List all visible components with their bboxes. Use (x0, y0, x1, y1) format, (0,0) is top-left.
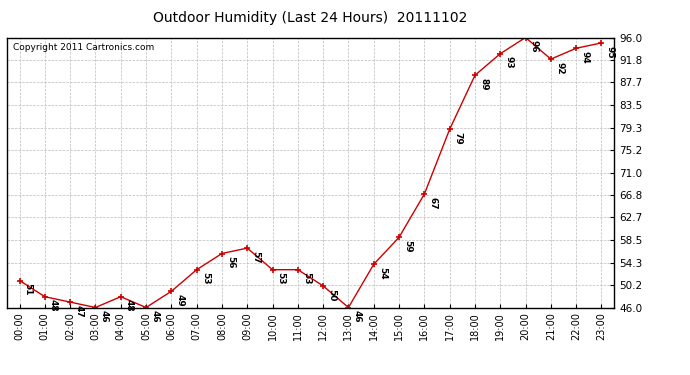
Text: 56: 56 (226, 256, 235, 269)
Text: 92: 92 (555, 62, 564, 75)
Text: 57: 57 (251, 251, 260, 264)
Text: 53: 53 (277, 273, 286, 285)
Text: 93: 93 (504, 57, 513, 69)
Text: 46: 46 (353, 310, 362, 323)
Text: 46: 46 (150, 310, 159, 323)
Text: 59: 59 (403, 240, 412, 253)
Text: 96: 96 (530, 40, 539, 53)
Text: 46: 46 (99, 310, 108, 323)
Text: 47: 47 (75, 305, 83, 318)
Text: Outdoor Humidity (Last 24 Hours)  20111102: Outdoor Humidity (Last 24 Hours) 2011110… (153, 11, 468, 25)
Text: 53: 53 (302, 273, 311, 285)
Text: 95: 95 (606, 46, 615, 58)
Text: 48: 48 (49, 300, 58, 312)
Text: 79: 79 (454, 132, 463, 145)
Text: 94: 94 (580, 51, 589, 64)
Text: 54: 54 (378, 267, 387, 280)
Text: 89: 89 (479, 78, 488, 91)
Text: 49: 49 (175, 294, 184, 307)
Text: 51: 51 (23, 283, 32, 296)
Text: 48: 48 (125, 300, 134, 312)
Text: 67: 67 (428, 197, 437, 210)
Text: 50: 50 (327, 289, 336, 301)
Text: 53: 53 (201, 273, 210, 285)
Text: Copyright 2011 Cartronics.com: Copyright 2011 Cartronics.com (13, 43, 155, 52)
